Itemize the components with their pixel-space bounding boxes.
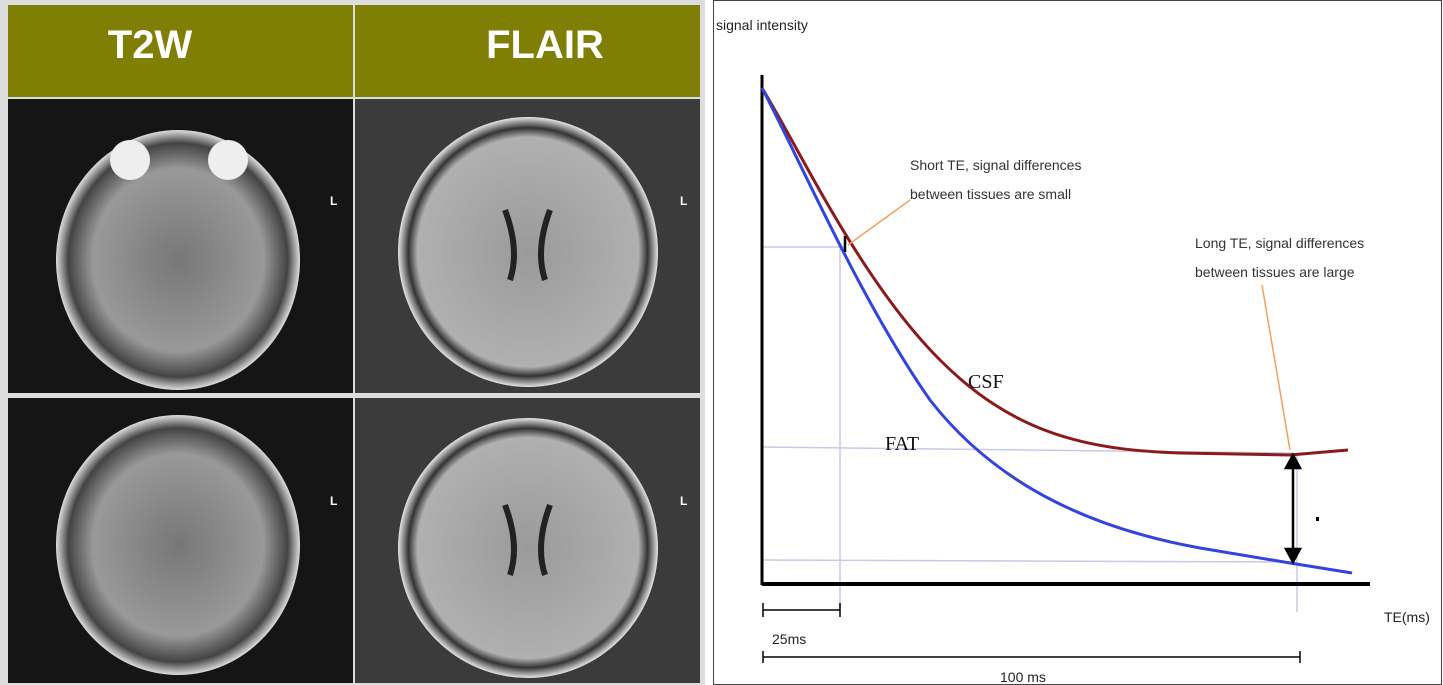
brain-scan xyxy=(398,418,658,678)
header-band xyxy=(355,5,700,97)
y-axis-label: signal intensity xyxy=(716,17,808,33)
annotation: between tissues are small xyxy=(910,186,1071,202)
interval-label: 100 ms xyxy=(1000,669,1046,685)
orientation-label: L xyxy=(330,194,337,208)
fat-curve xyxy=(760,87,1353,575)
orientation-label: L xyxy=(330,494,337,508)
csf-curve xyxy=(760,87,1349,457)
mri-panel: T2W FLAIR L L L L xyxy=(0,0,705,685)
orientation-label: L xyxy=(680,494,687,508)
brain-scan xyxy=(398,117,658,387)
annotation: Short TE, signal differences xyxy=(910,157,1081,173)
guide-lines xyxy=(761,246,1298,612)
eye xyxy=(110,140,150,180)
ventricles xyxy=(502,208,553,281)
double-arrow xyxy=(843,236,1303,565)
ventricles xyxy=(502,503,553,576)
annotation: Long TE, signal differences xyxy=(1195,235,1364,251)
curve-label: CSF xyxy=(968,371,1004,393)
te-diagram: signal intensity TE(ms) Short TE, signal… xyxy=(713,0,1442,685)
annotation: between tissues are large xyxy=(1195,264,1355,280)
brain-scan xyxy=(56,415,300,675)
dot xyxy=(1316,517,1319,521)
diagram-frame xyxy=(713,0,1442,685)
brain-scan xyxy=(56,130,300,390)
header-title: FLAIR xyxy=(486,23,604,67)
header-title: T2W xyxy=(108,23,193,67)
interval-label: 25ms xyxy=(772,631,806,647)
header-band xyxy=(8,5,353,97)
curve-label: FAT xyxy=(885,433,919,455)
orientation-label: L xyxy=(680,194,687,208)
x-axis-label: TE(ms) xyxy=(1384,609,1430,625)
eye xyxy=(208,140,248,180)
leader-lines xyxy=(847,199,1291,451)
scale-bars xyxy=(762,603,1301,663)
